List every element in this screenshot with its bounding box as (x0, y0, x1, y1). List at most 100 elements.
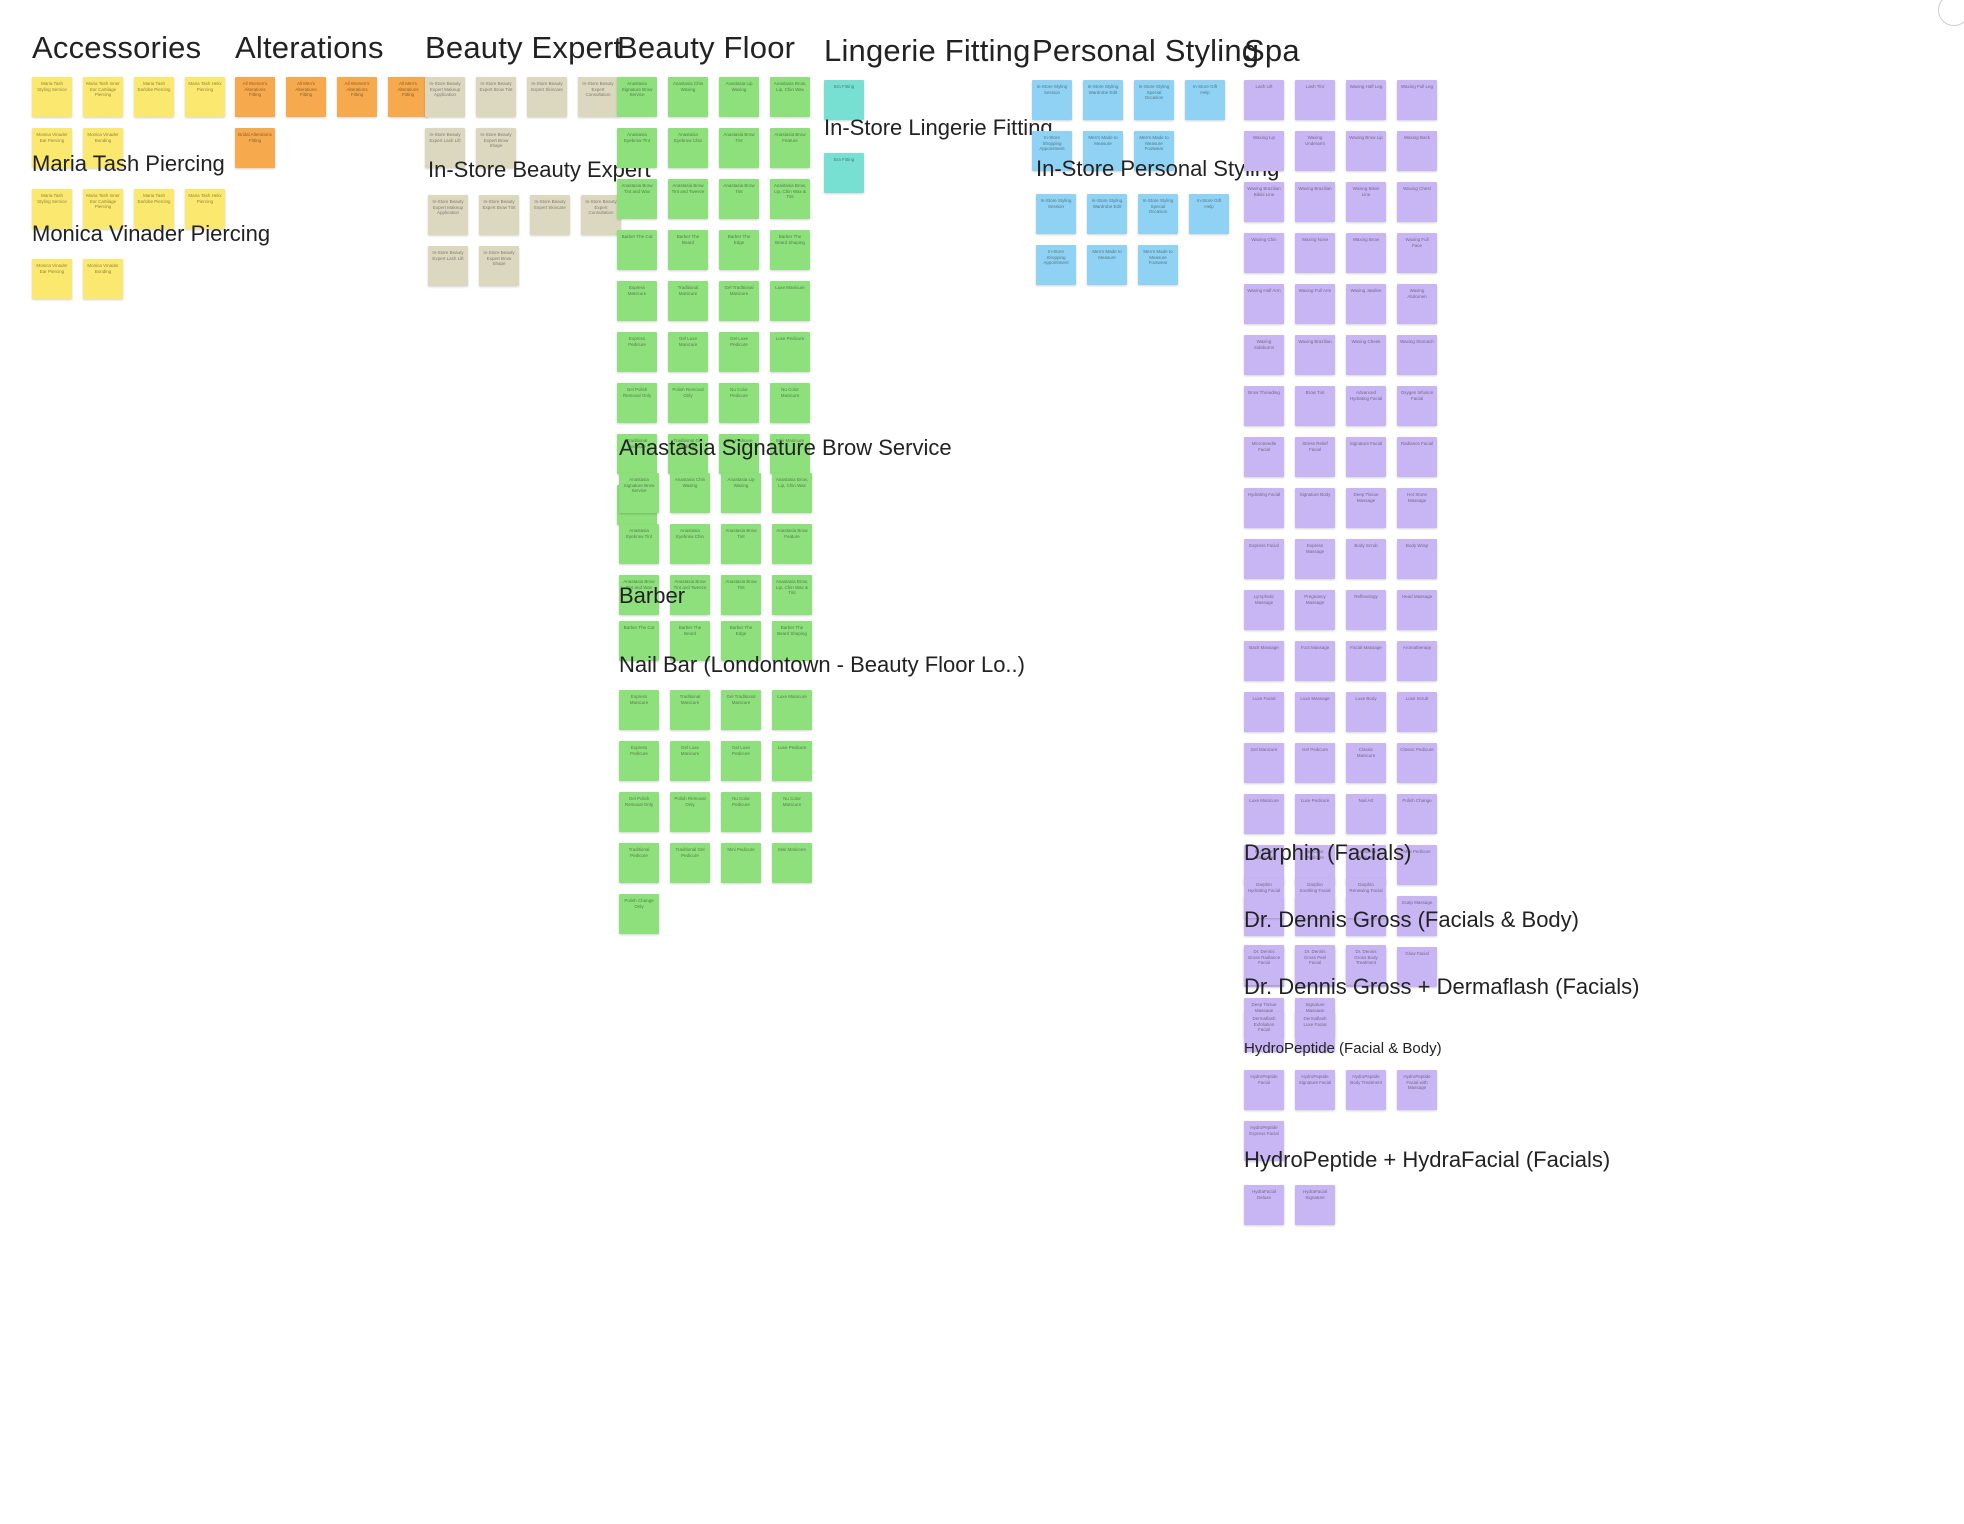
sticky-note[interactable]: Barber The Beard (670, 621, 710, 661)
sticky-note[interactable]: Radiance Facial (1397, 437, 1437, 477)
sticky-note[interactable]: In-Store Shopping Appointment (1036, 245, 1076, 285)
sticky-note[interactable]: Nu Color Manicure (770, 383, 810, 423)
sticky-note[interactable]: Anastasia Brow Feature (770, 128, 810, 168)
sticky-note[interactable]: Dr. Dennis Gross Radiance Facial (1244, 945, 1284, 985)
sticky-note[interactable]: Monica Vinader Bonding (83, 259, 123, 299)
sticky-note[interactable]: Waxing Lip (1244, 131, 1284, 171)
group-title[interactable]: Barber (619, 583, 686, 608)
sticky-note[interactable]: Anastasia Brow Tint (719, 128, 759, 168)
sticky-note[interactable]: Deep Tissue Massage (1346, 488, 1386, 528)
sticky-note[interactable]: Nu Color Pedicure (721, 792, 761, 832)
sticky-note[interactable]: Polish Change (1397, 794, 1437, 834)
sticky-note[interactable]: Anastasia Brow Tint and Wax (619, 575, 659, 615)
sticky-note[interactable]: Maria Tash Earlobe Piercing (134, 77, 174, 117)
sticky-note[interactable]: Waxing Brow (1346, 233, 1386, 273)
sticky-note[interactable]: HydroPeptide Facial with Massage (1397, 1070, 1437, 1110)
sticky-note[interactable]: Barber The Edge (719, 230, 759, 270)
sticky-note[interactable]: All Women's Alterations Fitting (337, 77, 377, 117)
group-title[interactable]: Monica Vinader Piercing (32, 221, 271, 246)
group-title[interactable]: Dr. Dennis Gross + Dermaflash (Facials) (1244, 974, 1640, 999)
sticky-note[interactable]: Monica Vinader Ear Piercing (32, 259, 72, 299)
sticky-note[interactable]: Traditional Pedicure (619, 843, 659, 883)
sticky-note[interactable]: Dr. Dennis Gross Body Treatment (1346, 945, 1386, 985)
sticky-note[interactable]: Luxe Pedicure (770, 332, 810, 372)
sticky-note[interactable]: HydroPeptide Facial (1244, 1070, 1284, 1110)
sticky-note[interactable]: Waxing Chin (1244, 233, 1284, 273)
sticky-note[interactable]: Waxing Cheek (1346, 335, 1386, 375)
sticky-note[interactable]: Express Massage (1295, 539, 1335, 579)
sticky-note[interactable]: Gel Luxe Pedicure (719, 332, 759, 372)
sticky-note[interactable]: Barber The Beard Shaping (770, 230, 810, 270)
sticky-note[interactable]: Luxe Body (1346, 692, 1386, 732)
group-title[interactable]: HydroPeptide + HydraFacial (Facials) (1244, 1147, 1611, 1172)
sticky-note[interactable]: Anastasia Eyebrow Chin (670, 524, 710, 564)
sticky-note[interactable]: Express Pedicure (617, 332, 657, 372)
sticky-note[interactable]: Anastasia Lip Waxing (719, 77, 759, 117)
sticky-note[interactable]: Hot Stone Massage (1397, 488, 1437, 528)
sticky-note[interactable]: Stress Relief Facial (1295, 437, 1335, 477)
sticky-note[interactable]: In-Store Beauty Expert Skincare (530, 195, 570, 235)
sticky-note[interactable]: Signature Body (1295, 488, 1335, 528)
sticky-note[interactable]: Classic Pedicure (1397, 743, 1437, 783)
sticky-note[interactable]: Men's Made to Measure (1083, 131, 1123, 171)
sticky-note[interactable]: Anastasia Eyebrow Tint (617, 128, 657, 168)
sticky-note[interactable]: Luxe Pedicure (772, 741, 812, 781)
sticky-note[interactable]: In-Store Styling Special Occasion (1138, 194, 1178, 234)
sticky-note[interactable]: Men's Made to Measure Footwear (1138, 245, 1178, 285)
sticky-note[interactable]: Waxing Brow Lip (1346, 131, 1386, 171)
sticky-note[interactable]: In-Store Beauty Expert Skincare (527, 77, 567, 117)
sticky-note[interactable]: Darphin Hydrating Facial (1244, 878, 1284, 918)
sticky-note[interactable]: Dermaflash Exfoliation Facial (1244, 1012, 1284, 1052)
sticky-note[interactable]: Gel Traditional Manicure (719, 281, 759, 321)
sticky-note[interactable]: Men's Made to Measure Footwear (1134, 131, 1174, 171)
sticky-note[interactable]: Express Manicure (617, 281, 657, 321)
sticky-note[interactable]: Gel Luxe Pedicure (721, 741, 761, 781)
group-title[interactable]: In-Store Beauty Expert (428, 157, 651, 182)
group-title[interactable]: Beauty Expert (425, 30, 623, 65)
sticky-note[interactable]: Gel Manicure (1244, 743, 1284, 783)
sticky-note[interactable]: Pregnancy Massage (1295, 590, 1335, 630)
sticky-note[interactable]: Barber The Beard Shaping (772, 621, 812, 661)
sticky-note[interactable]: Anastasia Signature Brow Service (619, 473, 659, 513)
group-title[interactable]: Nail Bar (Londontown - Beauty Floor Lo..… (619, 652, 1025, 677)
sticky-note[interactable]: Anastasia Brow, Lip, Chin Wax & Tint (770, 179, 810, 219)
sticky-note[interactable]: Waxing Half Arm (1244, 284, 1284, 324)
sticky-note[interactable]: In-Store Beauty Expert Lash Lift (425, 128, 465, 168)
sticky-note[interactable]: Waxing Jawline (1346, 284, 1386, 324)
sticky-note[interactable]: In-Store Styling Wardrobe Edit (1087, 194, 1127, 234)
sticky-note[interactable]: Maria Tash Styling Service (32, 77, 72, 117)
sticky-note[interactable]: Anastasia Brow Tint (721, 575, 761, 615)
sticky-note[interactable]: Gel Luxe Manicure (670, 741, 710, 781)
sticky-note[interactable]: Anastasia Brow, Lip, Chin Wax (770, 77, 810, 117)
group-title[interactable]: In-Store Personal Styling (1036, 156, 1280, 181)
sticky-note[interactable]: In-Store Gift Help (1189, 194, 1229, 234)
sticky-note[interactable]: Men's Made to Measure (1087, 245, 1127, 285)
sticky-note[interactable]: Body Wrap (1397, 539, 1437, 579)
sticky-note[interactable]: Waxing Full Face (1397, 233, 1437, 273)
sticky-note[interactable]: Waxing Half Leg (1346, 80, 1386, 120)
sticky-note[interactable]: Anastasia Brow Tint and Wax (617, 179, 657, 219)
sticky-note[interactable]: Facial Massage (1346, 641, 1386, 681)
sticky-note[interactable]: Luxe Facial (1244, 692, 1284, 732)
group-title[interactable]: Accessories (32, 30, 202, 65)
sticky-note[interactable]: Anastasia Eyebrow Tint (619, 524, 659, 564)
sticky-note[interactable]: Waxing Abdomen (1397, 284, 1437, 324)
sticky-note[interactable]: HydroPeptide Signature Facial (1295, 1070, 1335, 1110)
group-title[interactable]: Darphin (Facials) (1244, 840, 1412, 865)
sticky-note[interactable]: Barber The Edge (721, 621, 761, 661)
sticky-note[interactable]: Hydrating Facial (1244, 488, 1284, 528)
sticky-note[interactable]: Waxing Underarm (1295, 131, 1335, 171)
sticky-note[interactable]: Lash Tint (1295, 80, 1335, 120)
sticky-note[interactable]: Traditional Gel Pedicure (668, 434, 708, 474)
sticky-note[interactable]: Gel Traditional Manicure (721, 690, 761, 730)
sticky-note[interactable]: In-Store Beauty Expert Brow Shape (479, 246, 519, 286)
group-title[interactable]: Anastasia Signature Brow Service (619, 435, 952, 460)
sticky-note[interactable]: Maria Tash Styling Service (32, 189, 72, 229)
sticky-note[interactable]: Back Massage (1244, 641, 1284, 681)
sticky-note[interactable]: Waxing Brazilian (1295, 335, 1335, 375)
sticky-note[interactable]: Darphin Soothing Facial (1295, 878, 1335, 918)
sticky-note[interactable]: Polish Change Only (619, 894, 659, 934)
sticky-note[interactable]: Polish Removal Only (670, 792, 710, 832)
sticky-note[interactable]: Gel Luxe Manicure (668, 332, 708, 372)
sticky-note[interactable]: Waxing Full Leg (1397, 80, 1437, 120)
